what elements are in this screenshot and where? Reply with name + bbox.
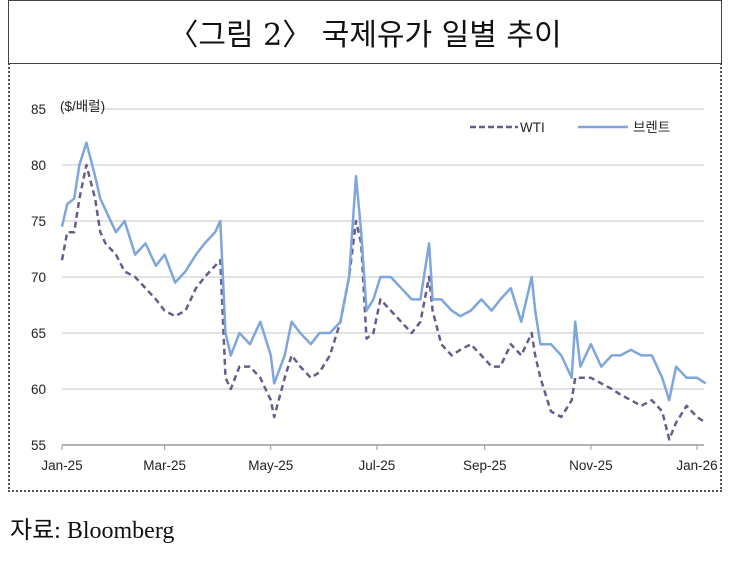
series-line-wti: [60, 163, 707, 441]
series-line-brent: [60, 141, 707, 402]
x-tick-label: Jan-26: [676, 458, 717, 473]
y-tick-label: 75: [31, 214, 46, 229]
x-tick-label: Mar-25: [143, 458, 186, 473]
y-tick-label: 80: [31, 158, 46, 173]
legend-label: WTI: [520, 120, 545, 135]
y-tick-label: 70: [31, 270, 46, 285]
y-tick-label: 85: [31, 102, 46, 117]
legend-label: 브렌트: [633, 120, 670, 135]
y-tick-label: 60: [31, 382, 46, 397]
oil-price-chart: 55 60 65 70 75 80 85 Jan-25 Mar-25 May-25 Jul-25 Se…: [31, 99, 718, 473]
y-axis-unit-label: ($/배럴): [60, 99, 105, 114]
y-tick-label: 65: [31, 326, 46, 341]
x-tick-label: Jan-25: [41, 458, 82, 473]
x-tick-label: Nov-25: [569, 458, 613, 473]
x-tick-label: Jul-25: [358, 458, 395, 473]
x-tick-label: May-25: [248, 458, 293, 473]
chart-frame: [8, 0, 722, 492]
y-tick-label: 55: [31, 438, 46, 453]
source-note: 자료: Bloomberg: [10, 518, 175, 544]
x-tick-label: Sep-25: [463, 458, 507, 473]
figure-title: 〈그림 2〉 국제유가 일별 추이: [8, 0, 722, 64]
